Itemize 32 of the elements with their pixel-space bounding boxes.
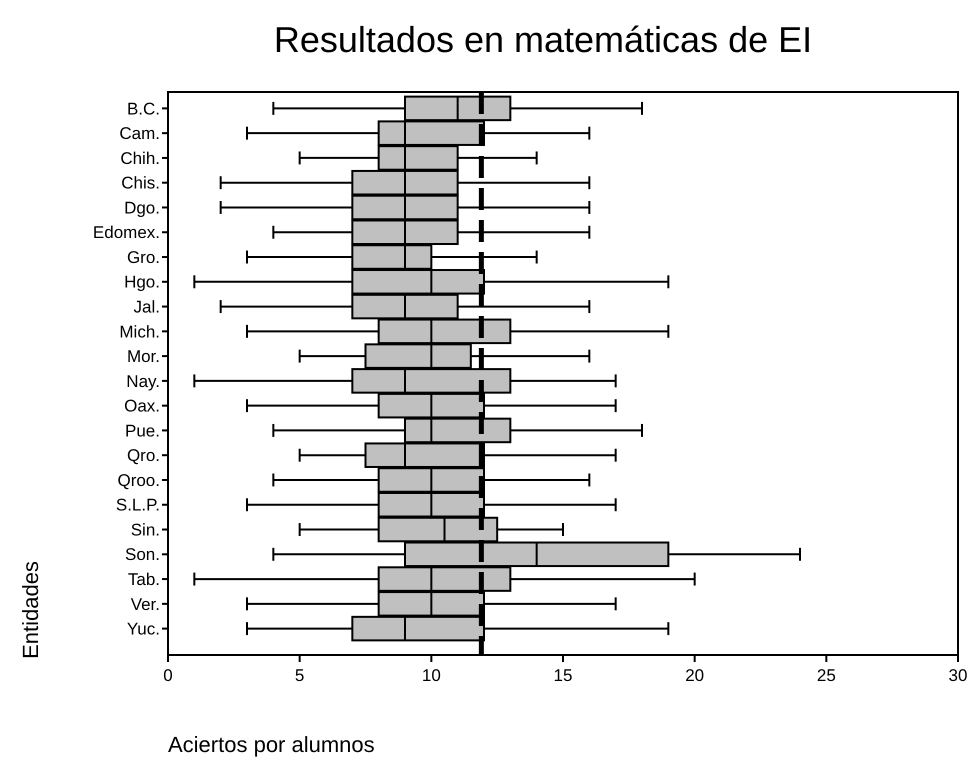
y-tick-label: Qro. [126,446,160,466]
y-tick-label: Oax. [124,396,160,416]
y-tick-label: Chis. [121,174,160,193]
x-tick-label: 5 [294,666,304,685]
x-tick-label: 10 [422,666,441,685]
x-tick-label: 25 [816,666,836,685]
y-tick-label: Sin. [130,520,160,540]
y-tick-label: Hgo. [124,272,160,292]
x-axis-title: Aciertos por alumnos [168,732,375,757]
x-tick-label: 15 [554,666,572,685]
y-tick-label: Nay. [126,372,160,391]
y-tick-label: Edomex. [92,223,160,242]
y-tick-label: Pue. [125,421,160,440]
y-tick-label: Mor. [126,347,160,366]
y-tick-label: Ver. [130,594,160,614]
y-axis-title: Entidades [18,561,43,659]
y-tick-label: Son. [125,545,160,564]
y-tick-label: Qroo. [117,470,160,490]
y-tick-label: Chih. [120,148,160,168]
y-tick-label: Gro. [126,248,160,267]
y-tick-label: S.L.P. [116,496,160,515]
x-tick-label: 20 [685,666,704,685]
y-tick-label: Dgo. [124,198,160,218]
x-tick-label: 30 [948,666,968,685]
y-tick-label: Tab. [128,570,160,590]
x-tick-label: 0 [163,666,173,685]
y-tick-label: Cam. [119,124,160,144]
y-tick-label: Jal. [134,298,160,317]
chart-title: Resultados en matemáticas de EI [274,19,812,60]
y-tick-label: Mich. [119,322,160,342]
y-tick-label: B.C. [126,99,160,118]
y-tick-label: Yuc. [126,620,160,639]
